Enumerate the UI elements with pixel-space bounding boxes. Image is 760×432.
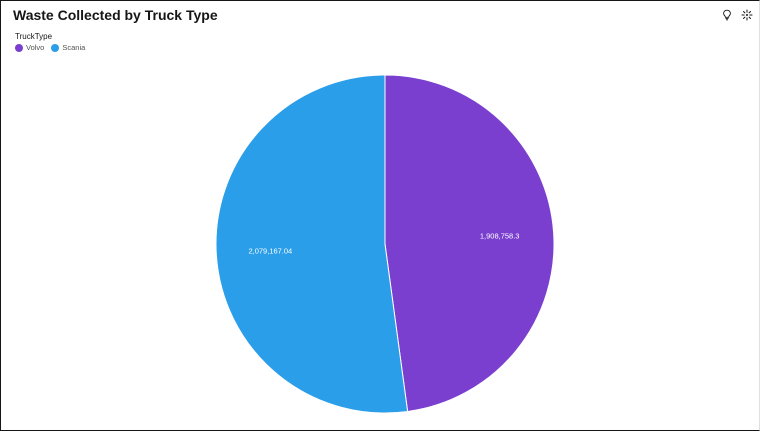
legend-swatch-scania <box>51 43 60 52</box>
legend-swatch-volvo <box>15 43 23 52</box>
sparkle-icon[interactable] <box>741 9 753 21</box>
chart-toolbar <box>721 9 753 21</box>
legend-label-scania: Scania <box>62 43 86 52</box>
pie-slice-volvo[interactable] <box>384 74 555 413</box>
legend-item-scania[interactable]: Scania <box>51 43 85 52</box>
data-label-scania: 2,079,167.04 <box>248 247 292 256</box>
legend: TruckType Volvo Scania <box>15 32 85 52</box>
legend-label-volvo: Volvo <box>26 43 45 52</box>
lightbulb-icon[interactable] <box>721 9 733 21</box>
pie-slice-scania[interactable] <box>215 74 409 414</box>
chart-title: Waste Collected by Truck Type <box>13 7 218 23</box>
legend-item-volvo[interactable]: Volvo <box>15 43 44 52</box>
legend-title: TruckType <box>15 32 53 41</box>
legend-items: Volvo Scania <box>15 43 85 52</box>
data-label-volvo: 1,908,758.3 <box>480 231 520 240</box>
